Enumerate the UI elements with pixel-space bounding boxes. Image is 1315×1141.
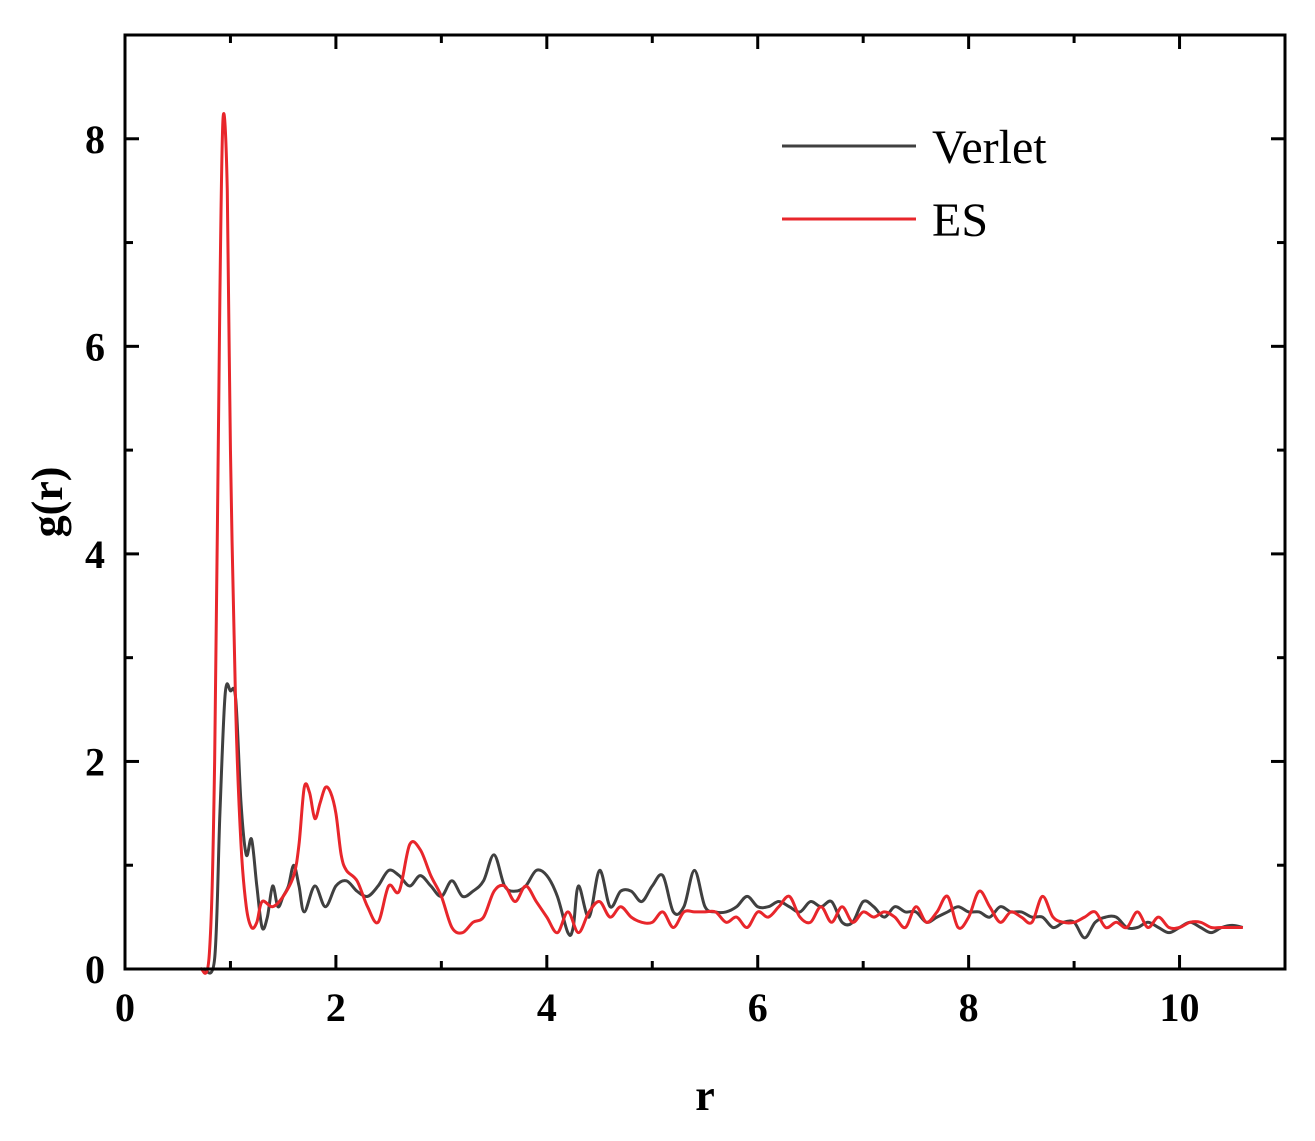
plot-lines (199, 112, 1244, 975)
plot-frame (123, 33, 1287, 971)
y-axis-label: g(r) (23, 467, 72, 538)
x-axis-label: r (695, 1071, 715, 1120)
y-tick-label: 8 (85, 117, 105, 162)
x-tick-label: 2 (326, 985, 346, 1030)
y-tick-label: 6 (85, 324, 105, 369)
series-line-es (199, 112, 1243, 975)
series-line-verlet (202, 682, 1244, 975)
y-tick-label: 0 (85, 947, 105, 992)
tick-labels: 0 2 4 6 8 10 0 2 4 6 8 (85, 117, 1200, 1030)
x-tick-label: 0 (115, 985, 135, 1030)
y-tick-label: 4 (85, 532, 105, 577)
legend-label-es: ES (932, 194, 988, 247)
legend: Verlet ES (782, 121, 1047, 247)
axis-ticks (123, 33, 1287, 971)
y-tick-label: 2 (85, 739, 105, 784)
x-tick-label: 4 (537, 985, 557, 1030)
x-tick-label: 10 (1160, 985, 1200, 1030)
x-tick-label: 6 (748, 985, 768, 1030)
x-tick-label: 8 (959, 985, 979, 1030)
legend-label-verlet: Verlet (932, 121, 1047, 174)
